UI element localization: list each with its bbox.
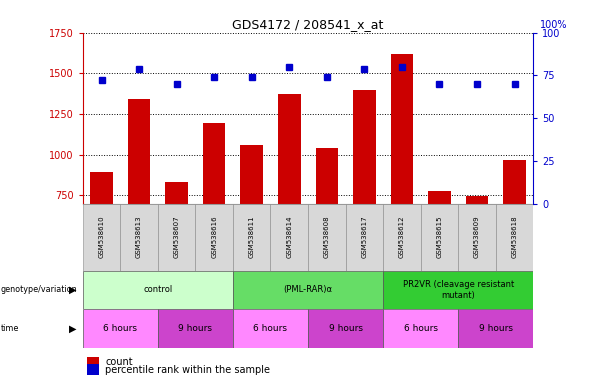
- Bar: [196, 204, 233, 271]
- Text: GSM538608: GSM538608: [324, 216, 330, 258]
- Text: GSM538612: GSM538612: [399, 216, 405, 258]
- Text: 9 hours: 9 hours: [329, 324, 362, 333]
- Bar: [233, 204, 270, 271]
- Text: 9 hours: 9 hours: [479, 324, 512, 333]
- Bar: [87, 364, 99, 375]
- Bar: [128, 99, 150, 204]
- Text: ▶: ▶: [69, 285, 77, 295]
- Title: GDS4172 / 208541_x_at: GDS4172 / 208541_x_at: [232, 18, 384, 31]
- Bar: [83, 204, 120, 271]
- Bar: [270, 204, 308, 271]
- Text: percentile rank within the sample: percentile rank within the sample: [105, 364, 270, 374]
- Bar: [158, 204, 196, 271]
- Bar: [158, 309, 233, 348]
- Bar: [390, 54, 413, 204]
- Text: 6 hours: 6 hours: [404, 324, 438, 333]
- Bar: [203, 123, 226, 204]
- Text: 6 hours: 6 hours: [104, 324, 137, 333]
- Bar: [83, 271, 233, 309]
- Bar: [383, 309, 458, 348]
- Text: PR2VR (cleavage resistant
mutant): PR2VR (cleavage resistant mutant): [403, 280, 514, 300]
- Text: GSM538616: GSM538616: [211, 216, 217, 258]
- Bar: [428, 191, 451, 204]
- Bar: [353, 89, 376, 204]
- Bar: [120, 204, 158, 271]
- Text: time: time: [1, 324, 19, 333]
- Text: GSM538614: GSM538614: [286, 216, 292, 258]
- Bar: [496, 204, 533, 271]
- Bar: [458, 204, 496, 271]
- Bar: [166, 182, 188, 204]
- Text: GSM538618: GSM538618: [511, 216, 517, 258]
- Bar: [466, 196, 488, 204]
- Text: 9 hours: 9 hours: [178, 324, 212, 333]
- Bar: [308, 204, 346, 271]
- Bar: [233, 271, 383, 309]
- Text: (PML-RAR)α: (PML-RAR)α: [284, 285, 332, 295]
- Text: genotype/variation: genotype/variation: [1, 285, 77, 295]
- Text: GSM538615: GSM538615: [436, 216, 443, 258]
- Bar: [421, 204, 458, 271]
- Bar: [458, 309, 533, 348]
- Bar: [503, 161, 526, 204]
- Text: 100%: 100%: [540, 20, 568, 30]
- Bar: [90, 172, 113, 204]
- Bar: [383, 204, 421, 271]
- Text: count: count: [105, 358, 133, 367]
- Text: GSM538611: GSM538611: [249, 216, 255, 258]
- Bar: [316, 148, 338, 204]
- Bar: [383, 271, 533, 309]
- Text: GSM538617: GSM538617: [361, 216, 367, 258]
- Text: GSM538609: GSM538609: [474, 216, 480, 258]
- Text: 6 hours: 6 hours: [254, 324, 287, 333]
- Bar: [83, 309, 158, 348]
- Text: GSM538607: GSM538607: [173, 216, 180, 258]
- Bar: [308, 309, 383, 348]
- Text: control: control: [143, 285, 172, 295]
- Bar: [278, 94, 300, 204]
- Bar: [346, 204, 383, 271]
- Text: GSM538613: GSM538613: [136, 216, 142, 258]
- Bar: [240, 145, 263, 204]
- Text: ▶: ▶: [69, 323, 77, 333]
- Bar: [233, 309, 308, 348]
- Text: GSM538610: GSM538610: [99, 216, 105, 258]
- Bar: [87, 357, 99, 368]
